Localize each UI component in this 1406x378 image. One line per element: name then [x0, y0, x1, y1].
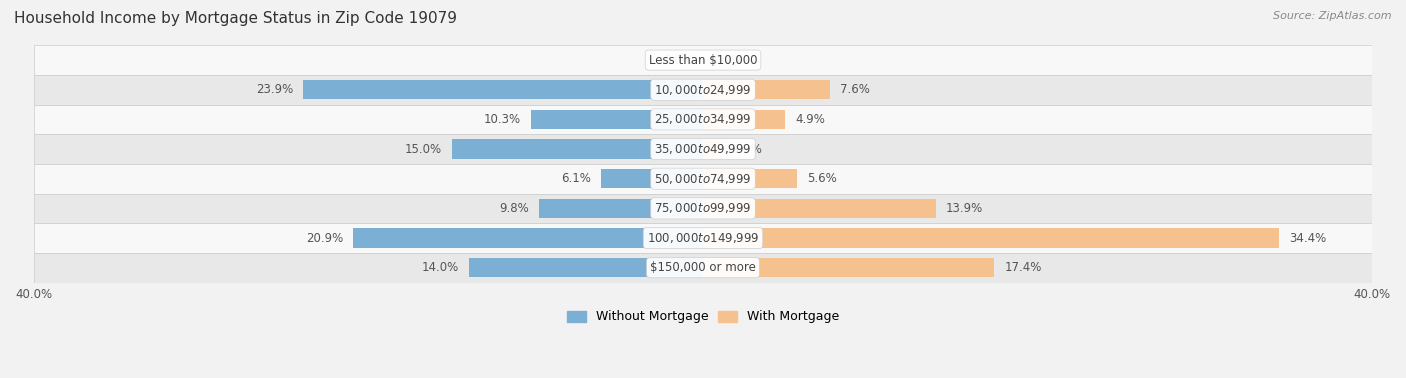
Text: $75,000 to $99,999: $75,000 to $99,999 — [654, 201, 752, 215]
Bar — [538, 199, 703, 218]
Text: 1.2%: 1.2% — [733, 143, 763, 156]
Text: 6.1%: 6.1% — [561, 172, 591, 185]
Bar — [34, 45, 1372, 75]
Bar — [703, 199, 935, 218]
Text: $25,000 to $34,999: $25,000 to $34,999 — [654, 112, 752, 126]
Text: 0.0%: 0.0% — [664, 54, 693, 67]
Text: 13.9%: 13.9% — [946, 202, 983, 215]
Bar — [353, 228, 703, 248]
Text: Source: ZipAtlas.com: Source: ZipAtlas.com — [1274, 11, 1392, 21]
Bar — [34, 134, 1372, 164]
Text: 10.3%: 10.3% — [484, 113, 520, 126]
Bar — [703, 258, 994, 277]
Bar — [703, 228, 1278, 248]
Bar — [34, 75, 1372, 105]
Text: 5.6%: 5.6% — [807, 172, 837, 185]
Text: $10,000 to $24,999: $10,000 to $24,999 — [654, 83, 752, 97]
Text: 17.4%: 17.4% — [1004, 261, 1042, 274]
Text: 14.0%: 14.0% — [422, 261, 458, 274]
Bar — [600, 169, 703, 188]
Bar — [703, 139, 723, 159]
Legend: Without Mortgage, With Mortgage: Without Mortgage, With Mortgage — [562, 305, 844, 328]
Text: Less than $10,000: Less than $10,000 — [648, 54, 758, 67]
Bar — [468, 258, 703, 277]
Text: Household Income by Mortgage Status in Zip Code 19079: Household Income by Mortgage Status in Z… — [14, 11, 457, 26]
Text: $35,000 to $49,999: $35,000 to $49,999 — [654, 142, 752, 156]
Bar — [530, 110, 703, 129]
Text: 15.0%: 15.0% — [405, 143, 441, 156]
Bar — [703, 110, 785, 129]
Bar — [451, 139, 703, 159]
Text: 0.0%: 0.0% — [713, 54, 742, 67]
Text: 9.8%: 9.8% — [499, 202, 529, 215]
Text: 23.9%: 23.9% — [256, 83, 292, 96]
Text: 4.9%: 4.9% — [794, 113, 825, 126]
Bar — [34, 105, 1372, 134]
Text: $100,000 to $149,999: $100,000 to $149,999 — [647, 231, 759, 245]
Bar — [304, 80, 703, 99]
Bar — [34, 253, 1372, 282]
Text: 7.6%: 7.6% — [841, 83, 870, 96]
Bar — [703, 169, 797, 188]
Text: $150,000 or more: $150,000 or more — [650, 261, 756, 274]
Bar — [703, 80, 830, 99]
Text: 34.4%: 34.4% — [1289, 232, 1326, 245]
Bar — [34, 223, 1372, 253]
Bar — [34, 194, 1372, 223]
Text: 20.9%: 20.9% — [307, 232, 343, 245]
Bar — [34, 164, 1372, 194]
Text: $50,000 to $74,999: $50,000 to $74,999 — [654, 172, 752, 186]
